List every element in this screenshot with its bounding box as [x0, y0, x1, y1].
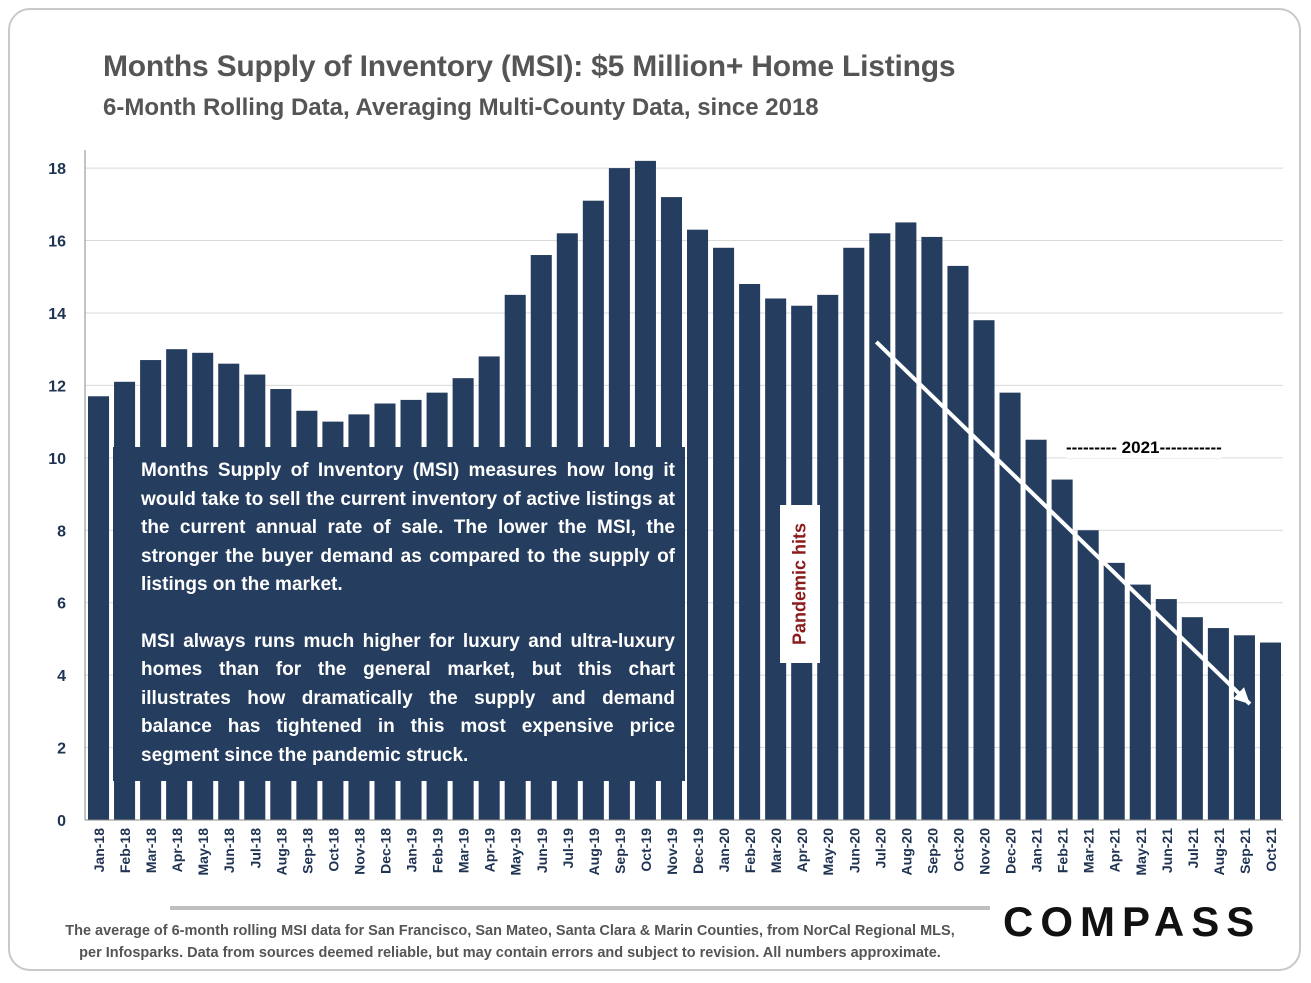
- x-tick-label-Mar-18: Mar-18: [143, 828, 159, 873]
- x-tick-label-Aug-18: Aug-18: [273, 828, 289, 876]
- x-tick-label-Oct-18: Oct-18: [325, 828, 341, 872]
- bar-Jun-21: [1155, 599, 1177, 820]
- bar-Apr-21: [1103, 562, 1125, 820]
- y-tick-label-2: 4: [57, 668, 66, 685]
- pandemic-label-box: Pandemic hits: [780, 505, 820, 663]
- x-tick-label-Sep-18: Sep-18: [299, 828, 315, 874]
- x-tick-label-Aug-21: Aug-21: [1211, 828, 1227, 876]
- bar-Jul-21: [1181, 617, 1203, 820]
- bar-May-20: [817, 294, 839, 820]
- y-tick-label-6: 12: [48, 378, 66, 395]
- x-tick-label-Oct-21: Oct-21: [1263, 828, 1279, 872]
- x-tick-label-Apr-18: Apr-18: [169, 828, 185, 873]
- bar-Jun-20: [843, 247, 865, 820]
- bar-Mar-20: [765, 298, 787, 821]
- bar-Dec-19: [687, 229, 709, 821]
- x-tick-label-May-18: May-18: [195, 828, 211, 876]
- x-tick-label-Apr-20: Apr-20: [794, 828, 810, 873]
- source-footnote: The average of 6-month rolling MSI data …: [20, 920, 1000, 964]
- bar-May-21: [1129, 584, 1151, 820]
- x-tick-label-Jan-18: Jan-18: [91, 828, 107, 873]
- bar-Oct-21: [1259, 642, 1281, 820]
- x-tick-label-Jun-21: Jun-21: [1159, 828, 1175, 873]
- chart-subtitle: 6-Month Rolling Data, Averaging Multi-Co…: [103, 94, 819, 121]
- y-tick-label-9: 18: [48, 161, 66, 178]
- x-tick-label-Jan-19: Jan-19: [404, 828, 420, 873]
- x-tick-label-Feb-21: Feb-21: [1055, 828, 1071, 873]
- bar-Oct-20: [947, 265, 969, 820]
- x-tick-label-Jul-20: Jul-20: [872, 828, 888, 869]
- bar-Aug-21: [1207, 628, 1229, 820]
- x-tick-label-Jun-20: Jun-20: [846, 828, 862, 873]
- x-tick-label-Nov-20: Nov-20: [977, 828, 993, 875]
- x-tick-label-Apr-21: Apr-21: [1107, 828, 1123, 873]
- x-tick-label-Feb-19: Feb-19: [430, 828, 446, 873]
- x-tick-label-Jun-18: Jun-18: [221, 828, 237, 873]
- x-tick-label-Mar-20: Mar-20: [768, 828, 784, 873]
- bar-Dec-20: [999, 392, 1021, 820]
- bar-Jan-18: [88, 396, 110, 820]
- x-tick-label-May-19: May-19: [508, 828, 524, 876]
- bar-Nov-20: [973, 320, 995, 820]
- explanation-paragraph-1: Months Supply of Inventory (MSI) measure…: [141, 460, 675, 595]
- compass-logo: COMPASS: [1003, 898, 1262, 945]
- x-tick-label-Aug-19: Aug-19: [586, 828, 602, 876]
- bar-Aug-20: [895, 222, 917, 820]
- bar-Sep-21: [1233, 635, 1255, 820]
- x-tick-label-Apr-19: Apr-19: [482, 828, 498, 873]
- y-tick-label-8: 16: [48, 234, 66, 251]
- bar-Feb-20: [739, 284, 761, 820]
- x-tick-label-Jul-21: Jul-21: [1185, 828, 1201, 869]
- x-tick-label-Feb-18: Feb-18: [117, 828, 133, 873]
- chart-title: Months Supply of Inventory (MSI): $5 Mil…: [103, 50, 956, 83]
- x-tick-label-Nov-18: Nov-18: [351, 828, 367, 875]
- explanation-paragraph-2: MSI always runs much higher for luxury a…: [141, 630, 675, 766]
- pandemic-label: Pandemic hits: [789, 522, 810, 646]
- y-tick-label-3: 6: [57, 596, 66, 613]
- x-tick-label-Jan-21: Jan-21: [1029, 828, 1045, 873]
- x-tick-label-Nov-19: Nov-19: [664, 828, 680, 875]
- bar-Jul-20: [869, 233, 891, 820]
- x-tick-label-Feb-20: Feb-20: [742, 828, 758, 873]
- bar-Sep-20: [921, 236, 943, 820]
- x-tick-label-May-21: May-21: [1133, 828, 1149, 876]
- msi-explanation-box: Months Supply of Inventory (MSI) measure…: [113, 447, 685, 781]
- x-tick-label-Jul-18: Jul-18: [247, 828, 263, 869]
- bar-Feb-21: [1051, 479, 1073, 820]
- bar-Mar-21: [1077, 530, 1099, 820]
- x-tick-label-Sep-20: Sep-20: [924, 828, 940, 874]
- footnote-line-2: per Infosparks. Data from sources deemed…: [79, 945, 941, 961]
- trend-arrow-head: [1232, 687, 1250, 705]
- x-tick-label-Aug-20: Aug-20: [898, 828, 914, 876]
- x-tick-label-Oct-19: Oct-19: [638, 828, 654, 872]
- x-tick-label-Sep-21: Sep-21: [1237, 828, 1253, 874]
- x-tick-label-Dec-18: Dec-18: [378, 828, 394, 874]
- year-2021-label: --------- 2021-----------: [1066, 438, 1222, 458]
- x-tick-label-May-20: May-20: [820, 828, 836, 876]
- x-tick-label-Mar-19: Mar-19: [456, 828, 472, 873]
- x-tick-label-Jun-19: Jun-19: [534, 828, 550, 873]
- trend-arrow-line: [874, 340, 1252, 706]
- footnote-line-1: The average of 6-month rolling MSI data …: [65, 923, 955, 939]
- x-tick-label-Jan-20: Jan-20: [716, 828, 732, 873]
- bar-Jan-20: [713, 247, 735, 820]
- y-tick-label-4: 8: [57, 523, 66, 540]
- footer-divider: [170, 906, 990, 910]
- y-tick-label-0: 0: [57, 813, 66, 830]
- y-tick-label-7: 14: [48, 306, 66, 323]
- bar-Jan-21: [1025, 439, 1047, 820]
- x-tick-label-Dec-19: Dec-19: [690, 828, 706, 874]
- x-tick-label-Jul-19: Jul-19: [560, 828, 576, 869]
- y-tick-label-1: 2: [57, 741, 66, 758]
- x-tick-label-Sep-19: Sep-19: [612, 828, 628, 874]
- x-tick-label-Dec-20: Dec-20: [1003, 828, 1019, 874]
- y-tick-label-5: 10: [48, 451, 66, 468]
- x-tick-label-Mar-21: Mar-21: [1081, 828, 1097, 873]
- x-tick-label-Oct-20: Oct-20: [950, 828, 966, 872]
